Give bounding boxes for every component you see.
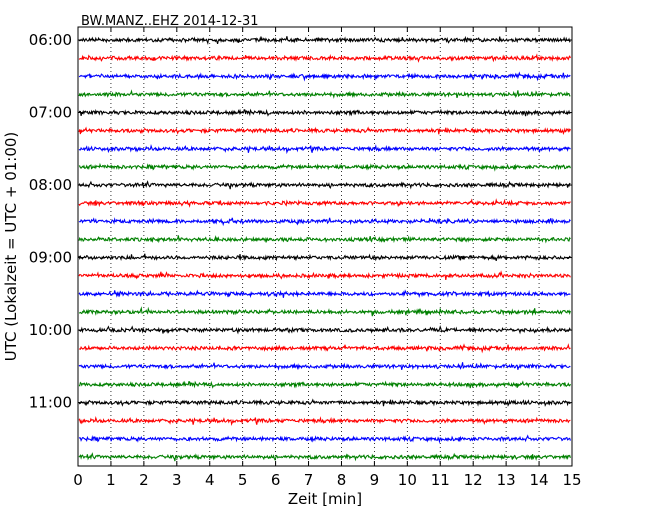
x-axis-label: Zeit [min]	[288, 490, 362, 508]
x-tick-label-4: 4	[205, 471, 215, 489]
x-tick-label-6: 6	[271, 471, 281, 489]
x-tick-label-1: 1	[106, 471, 116, 489]
y-tick-label-0700: 07:00	[29, 104, 72, 122]
x-axis-ticks: 0 1 2 3 4 5 6 7 8 9 10 11 12 13 14 15	[73, 27, 582, 489]
trace-1045	[78, 380, 571, 389]
trace-0730	[78, 144, 571, 155]
y-axis-label: UTC (Lokalzeit = UTC + 01:00)	[2, 132, 20, 362]
trace-0800	[78, 180, 571, 190]
trace-0700	[78, 108, 571, 117]
trace-1000	[78, 324, 571, 335]
x-tick-label-5: 5	[238, 471, 248, 489]
trace-1145	[78, 452, 571, 462]
trace-0945	[78, 306, 571, 317]
trace-1100	[78, 398, 571, 407]
x-tick-label-8: 8	[337, 471, 347, 489]
x-tick-label-13: 13	[497, 471, 516, 489]
y-axis-ticks: 06:00 07:00 08:00 09:00 10:00 11:00	[29, 31, 572, 412]
trace-1115	[78, 415, 571, 427]
trace-0715	[78, 126, 571, 135]
y-tick-label-0800: 08:00	[29, 176, 72, 194]
x-tick-label-0: 0	[73, 471, 83, 489]
trace-0900	[78, 253, 571, 262]
trace-1030	[78, 362, 571, 371]
y-tick-label-1000: 10:00	[29, 321, 72, 339]
x-tick-label-11: 11	[431, 471, 450, 489]
x-tick-label-3: 3	[172, 471, 182, 489]
y-tick-label-0600: 06:00	[29, 31, 72, 49]
y-tick-label-0900: 09:00	[29, 249, 72, 267]
trace-0845	[78, 235, 571, 244]
trace-0615	[78, 53, 571, 63]
x-tick-label-10: 10	[398, 471, 417, 489]
chart-title: BW.MANZ..EHZ 2014-12-31	[81, 14, 259, 29]
trace-0645	[78, 89, 571, 99]
plot-frame	[77, 26, 573, 467]
trace-0915	[78, 270, 571, 280]
trace-0745	[78, 162, 571, 172]
seismogram-traces	[78, 35, 571, 462]
x-tick-label-12: 12	[464, 471, 483, 489]
x-tick-label-2: 2	[139, 471, 149, 489]
x-tick-label-14: 14	[530, 471, 549, 489]
y-tick-label-1100: 11:00	[29, 394, 72, 412]
x-tick-label-7: 7	[304, 471, 314, 489]
trace-0600	[78, 35, 571, 45]
x-tick-label-15: 15	[562, 471, 581, 489]
trace-0930	[78, 289, 571, 299]
trace-0815	[78, 198, 571, 208]
trace-1015	[78, 343, 571, 354]
trace-1130	[78, 434, 571, 444]
trace-0630	[78, 71, 571, 82]
x-tick-label-9: 9	[370, 471, 380, 489]
trace-0830	[78, 217, 571, 227]
